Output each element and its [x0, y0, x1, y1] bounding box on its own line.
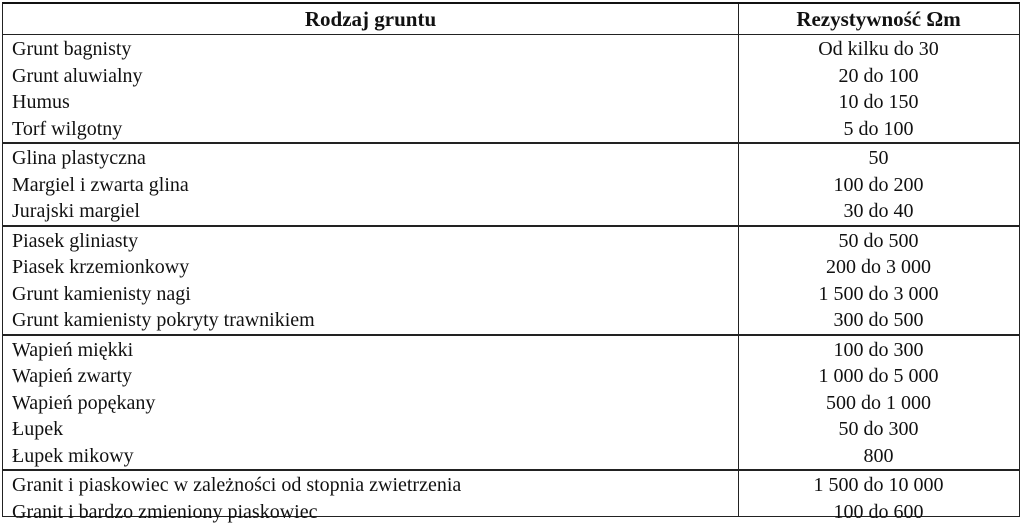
soil-type-cell: Granit i bardzo zmieniony piaskowiec [3, 499, 738, 525]
resistivity-cell: 50 [738, 145, 1019, 172]
resistivity-cell: 10 do 150 [738, 89, 1019, 116]
resistivity-cell: 50 do 300 [738, 416, 1019, 443]
soil-resistivity-table: Rodzaj gruntu Rezystywność Ωm Grunt bagn… [2, 2, 1020, 517]
soil-type-cell: Margiel i zwarta glina [3, 172, 738, 199]
resistivity-cell: 100 do 600 [738, 499, 1019, 525]
resistivity-cell: 1 000 do 5 000 [738, 363, 1019, 390]
soil-type-cell: Grunt kamienisty pokryty trawnikiem [3, 307, 738, 334]
table-row: Granit i piaskowiec w zależności od stop… [3, 472, 1019, 499]
resistivity-cell: 800 [738, 443, 1019, 470]
soil-type-cell: Granit i piaskowiec w zależności od stop… [3, 472, 738, 499]
header-soil-type: Rodzaj gruntu [3, 4, 738, 34]
soil-type-cell: Łupek mikowy [3, 443, 738, 470]
resistivity-cell: 50 do 500 [738, 228, 1019, 255]
resistivity-cell: 20 do 100 [738, 63, 1019, 90]
soil-type-cell: Grunt bagnisty [3, 36, 738, 63]
resistivity-cell: 100 do 200 [738, 172, 1019, 199]
soil-type-cell: Wapień miękki [3, 337, 738, 364]
soil-type-cell: Torf wilgotny [3, 116, 738, 143]
soil-type-cell: Łupek [3, 416, 738, 443]
resistivity-cell: 300 do 500 [738, 307, 1019, 334]
soil-type-cell: Jurajski margiel [3, 198, 738, 225]
soil-type-cell: Wapień zwarty [3, 363, 738, 390]
resistivity-cell: Od kilku do 30 [738, 36, 1019, 63]
resistivity-cell: 200 do 3 000 [738, 254, 1019, 281]
soil-type-cell: Grunt kamienisty nagi [3, 281, 738, 308]
resistivity-cell: 5 do 100 [738, 116, 1019, 143]
soil-type-cell: Grunt aluwialny [3, 63, 738, 90]
soil-type-cell: Wapień popękany [3, 390, 738, 417]
header-resistivity: Rezystywność Ωm [738, 4, 1019, 34]
column-divider [738, 4, 739, 516]
soil-type-cell: Glina plastyczna [3, 145, 738, 172]
resistivity-cell: 100 do 300 [738, 337, 1019, 364]
resistivity-cell: 500 do 1 000 [738, 390, 1019, 417]
row-group: Granit i piaskowiec w zależności od stop… [3, 471, 1019, 525]
resistivity-cell: 1 500 do 3 000 [738, 281, 1019, 308]
table-header: Rodzaj gruntu Rezystywność Ωm [3, 4, 1019, 35]
soil-type-cell: Humus [3, 89, 738, 116]
soil-type-cell: Piasek krzemionkowy [3, 254, 738, 281]
soil-type-cell: Piasek gliniasty [3, 228, 738, 255]
resistivity-cell: 30 do 40 [738, 198, 1019, 225]
resistivity-cell: 1 500 do 10 000 [738, 472, 1019, 499]
